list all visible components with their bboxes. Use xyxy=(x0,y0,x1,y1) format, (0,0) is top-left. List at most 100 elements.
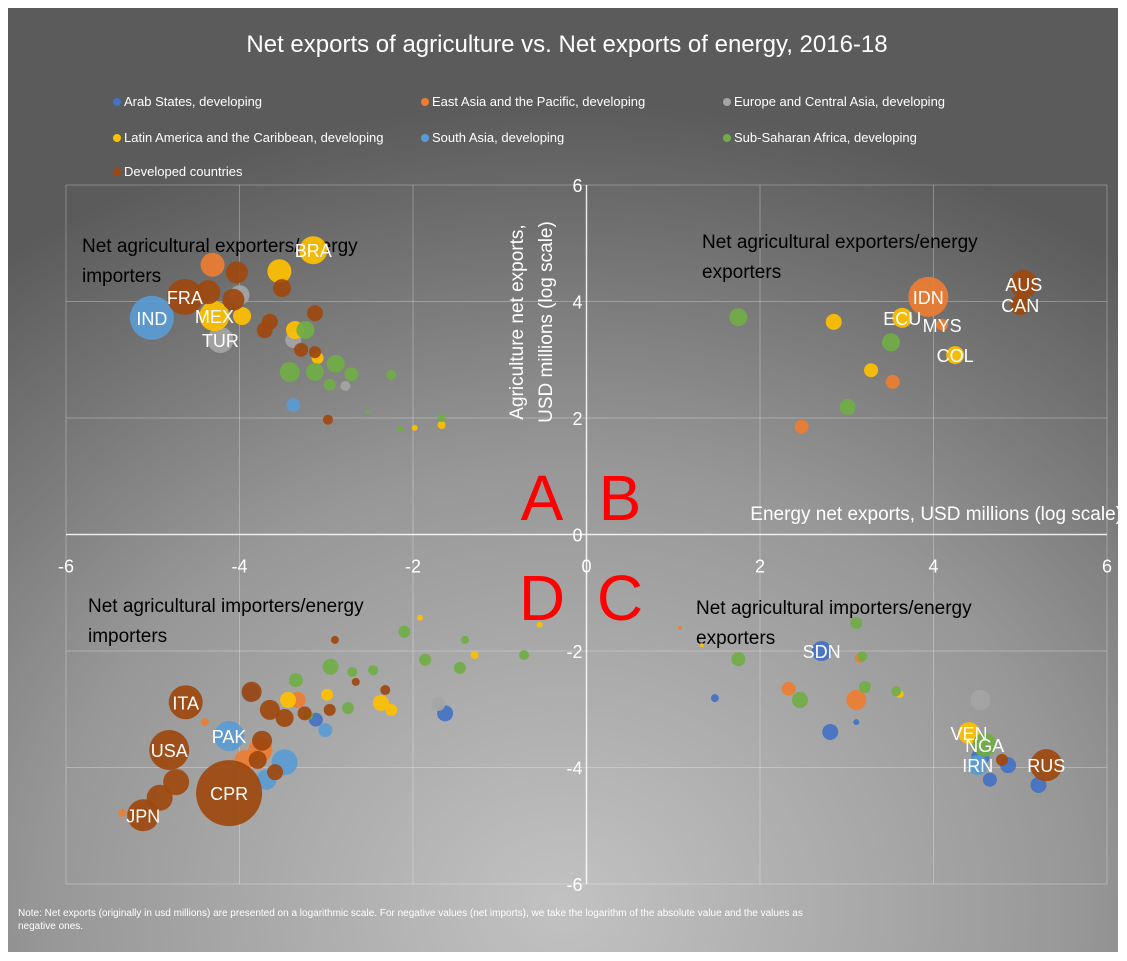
y-tick-label: 6 xyxy=(572,176,582,196)
bubble xyxy=(825,313,842,330)
bubble xyxy=(163,769,190,796)
bubble xyxy=(853,719,860,726)
bubble xyxy=(822,723,839,740)
bubble-label: CAN xyxy=(1001,296,1039,316)
x-tick-label: 2 xyxy=(755,557,765,577)
quadrant-label: importers xyxy=(88,626,167,647)
y-tick-label: 0 xyxy=(572,526,582,546)
quadrant-label: exporters xyxy=(702,262,781,283)
legend-marker xyxy=(421,98,429,106)
bubble-label: FRA xyxy=(167,288,203,308)
bubble xyxy=(273,279,292,298)
bubble xyxy=(678,625,683,630)
bubble xyxy=(908,276,949,317)
bubble xyxy=(200,718,209,727)
legend-label: East Asia and the Pacific, developing xyxy=(432,94,645,109)
bubble xyxy=(1030,749,1063,782)
bubble xyxy=(453,661,466,674)
bubble xyxy=(372,694,389,711)
bubble xyxy=(891,686,902,697)
bubble-label: PAK xyxy=(212,727,247,747)
bubble xyxy=(351,677,360,686)
bubble xyxy=(241,681,262,702)
x-tick-label: 6 xyxy=(1102,557,1112,577)
bubble xyxy=(396,426,403,433)
quadrant-label: exporters xyxy=(696,628,775,649)
bubble xyxy=(892,307,913,328)
bubble xyxy=(946,346,965,365)
legend-label: South Asia, developing xyxy=(432,130,564,145)
legend-marker xyxy=(723,134,731,142)
bubble xyxy=(857,651,868,662)
chart-background xyxy=(8,8,1118,952)
bubble-label: IND xyxy=(136,309,167,329)
quadrant-label: Net agricultural exporters/energy xyxy=(82,236,358,257)
x-axis-title: Energy net exports, USD millions (log sc… xyxy=(750,504,1122,525)
x-tick-label: -4 xyxy=(231,557,247,577)
bubble xyxy=(344,367,359,382)
x-tick-label: -6 xyxy=(58,557,74,577)
legend-marker xyxy=(113,98,121,106)
bubble-label: VEN xyxy=(951,724,988,744)
bubble-label: MYS xyxy=(923,316,962,336)
bubble xyxy=(416,614,423,621)
legend-marker xyxy=(113,134,121,142)
bubble xyxy=(149,730,190,771)
bubble xyxy=(279,361,300,382)
bubble xyxy=(398,625,411,638)
bubble-label: MEX xyxy=(195,307,234,327)
bubble xyxy=(365,410,370,415)
bubble-label: BRA xyxy=(295,241,332,261)
bubble xyxy=(470,651,479,660)
bubble xyxy=(982,772,997,787)
bubble xyxy=(340,380,351,391)
bubble-label: ITA xyxy=(172,693,199,713)
bubble xyxy=(881,333,900,352)
bubble xyxy=(168,685,203,720)
legend-marker xyxy=(723,98,731,106)
bubble xyxy=(839,398,856,415)
quadrant-label: Net agricultural exporters/energy xyxy=(702,232,978,253)
quadrant-label: importers xyxy=(82,266,161,287)
bubble xyxy=(308,346,321,359)
bubble-label: ECU xyxy=(883,309,921,329)
bubble xyxy=(1010,294,1031,315)
bubble xyxy=(846,689,867,710)
y-tick-label: -2 xyxy=(566,642,582,662)
bubble xyxy=(885,374,900,389)
bubble xyxy=(256,322,273,339)
bubble xyxy=(129,295,174,340)
bubble xyxy=(731,652,746,667)
bubble xyxy=(811,641,832,661)
bubble xyxy=(214,721,245,752)
bubble xyxy=(437,420,446,429)
bubble xyxy=(294,342,309,357)
note: negative ones. xyxy=(18,921,83,932)
quadrant-letter: B xyxy=(599,462,642,534)
bubble-label: SDN xyxy=(803,642,841,662)
bubble xyxy=(380,685,391,696)
quadrant-letter: D xyxy=(519,562,565,634)
bubble xyxy=(118,808,127,817)
legend-marker xyxy=(421,134,429,142)
x-tick-label: -2 xyxy=(405,557,421,577)
bubble xyxy=(729,308,748,327)
bubble xyxy=(305,362,324,381)
legend-label: Europe and Central Asia, developing xyxy=(734,94,945,109)
bubble xyxy=(225,261,248,284)
bubble xyxy=(411,424,418,431)
bubble xyxy=(200,252,225,277)
bubble-label: CPR xyxy=(210,784,248,804)
bubble-label: COL xyxy=(937,346,974,366)
bubble-label: IDN xyxy=(913,288,944,308)
bubble xyxy=(275,708,294,727)
bubble xyxy=(259,699,280,720)
bubble-label: USA xyxy=(151,741,188,761)
quadrant-letter: C xyxy=(597,562,643,634)
legend-label: Arab States, developing xyxy=(124,94,262,109)
bubble xyxy=(967,755,988,776)
bubble xyxy=(323,703,336,716)
bubble xyxy=(146,784,173,811)
